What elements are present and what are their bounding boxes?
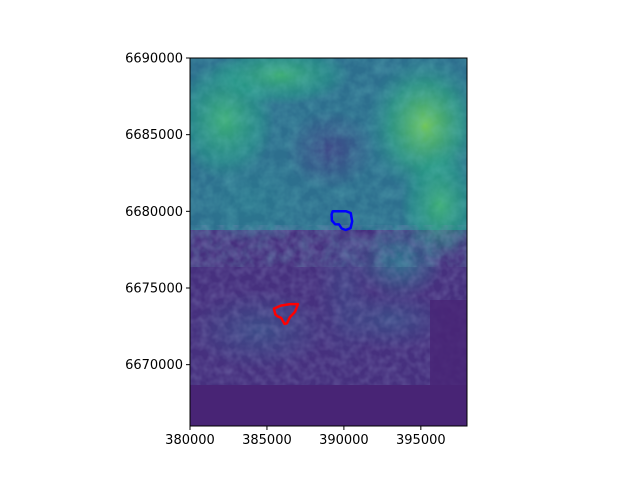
axes-frame (189, 57, 468, 427)
y-tick-label: 6680000 (125, 205, 183, 220)
x-tick-label: 395000 (396, 433, 446, 448)
x-tick-label: 390000 (319, 433, 369, 448)
elevation-raster (190, 58, 467, 426)
y-tick-label: 6685000 (125, 128, 183, 143)
boundary-polygon-2 (272, 302, 300, 326)
y-tick-label: 6675000 (125, 282, 183, 297)
polygon-layer (272, 210, 354, 326)
x-tick-label: 380000 (165, 433, 215, 448)
x-tick-label: 385000 (242, 433, 292, 448)
y-tick-label: 6670000 (125, 358, 183, 373)
y-axis: 6670000 6675000 6680000 6685000 6690000 (125, 52, 190, 373)
boundary-polygon-1 (330, 210, 354, 232)
y-tick-label: 6690000 (125, 52, 183, 67)
x-axis: 380000 385000 390000 395000 (165, 426, 446, 448)
